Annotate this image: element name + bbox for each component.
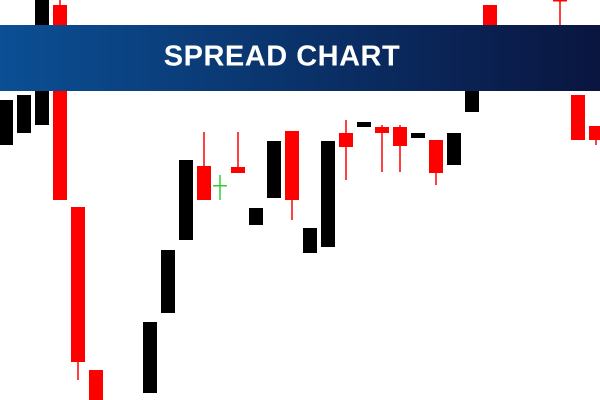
candle-body <box>71 207 85 362</box>
candle-body <box>161 250 175 313</box>
candle-body <box>17 95 31 133</box>
candle-body <box>285 131 299 200</box>
candle-body <box>267 141 281 198</box>
candle-body <box>321 141 335 247</box>
candle-body <box>179 160 193 240</box>
candle-body <box>553 0 567 2</box>
candle-body <box>357 122 371 127</box>
candle-body <box>197 166 211 200</box>
candle-body <box>429 140 443 173</box>
candle-body <box>411 133 425 138</box>
candle-body <box>143 322 157 393</box>
candle-body <box>393 127 407 146</box>
candle-body <box>303 228 317 253</box>
candle-body <box>375 127 389 133</box>
candle-body <box>447 133 461 165</box>
title-banner <box>0 25 600 91</box>
candle-body <box>231 167 245 173</box>
candle-body <box>571 95 585 140</box>
candle-body <box>483 5 497 25</box>
candle-body <box>339 133 353 147</box>
candle-body <box>249 208 263 225</box>
candle-body <box>0 100 13 145</box>
candle-body <box>589 126 600 140</box>
chart-title: SPREAD CHART <box>164 41 400 73</box>
candle-body <box>213 185 227 187</box>
candle-body <box>89 370 103 400</box>
